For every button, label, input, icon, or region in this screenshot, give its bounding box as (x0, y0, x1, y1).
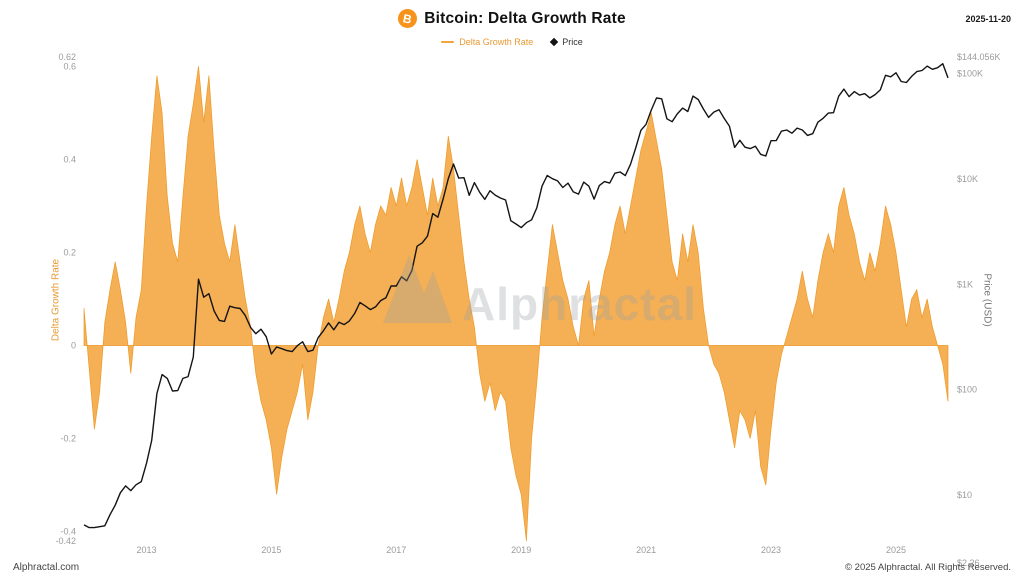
y-left-tick: -0.42 (55, 536, 76, 546)
legend-item-price[interactable]: Price (550, 37, 583, 47)
footer-copyright: © 2025 Alphractal. All Rights Reserved. (845, 562, 1011, 573)
y-left-tick: -0.4 (60, 527, 76, 537)
price-line-series[interactable] (83, 63, 949, 529)
watermark-text: Alphractal (462, 278, 697, 330)
y-left-tick: 0 (71, 341, 76, 351)
y-right-axis-title: Price (USD) (981, 273, 993, 327)
watermark: Alphractal (383, 255, 697, 330)
y-left-tick: -0.2 (60, 434, 76, 444)
x-axis-tick: 2017 (386, 545, 406, 555)
chart-header: B Bitcoin: Delta Growth Rate (0, 9, 1024, 28)
date-label: 2025-11-20 (965, 14, 1011, 24)
footer-site-link[interactable]: Alphractal.com (13, 562, 80, 573)
page-title: Bitcoin: Delta Growth Rate (424, 9, 626, 27)
x-axis-tick: 2023 (761, 545, 781, 555)
y-right-tick: $10K (957, 174, 978, 184)
delta-legend-marker-icon (441, 40, 455, 44)
x-axis-tick: 2021 (636, 545, 656, 555)
x-axis-tick: 2019 (511, 545, 531, 555)
y-right-tick: $2.26 (957, 558, 980, 568)
y-left-tick: 0.2 (63, 248, 76, 258)
legend: Delta Growth Rate Price (0, 37, 1024, 47)
y-left-tick: 0.62 (58, 52, 76, 62)
legend-price-label: Price (562, 37, 583, 47)
y-right-tick: $10 (957, 490, 972, 500)
x-axis-tick: 2013 (136, 545, 156, 555)
watermark-logo-icon (383, 255, 452, 323)
y-left-tick: 0.4 (63, 154, 76, 164)
delta-area-series[interactable] (83, 66, 949, 542)
y-left-tick: 0.6 (63, 61, 76, 71)
y-left-axis-title: Delta Growth Rate (50, 258, 62, 342)
x-axis-tick: 2015 (261, 545, 281, 555)
legend-delta-label: Delta Growth Rate (459, 37, 534, 47)
y-right-tick: $100K (957, 69, 983, 79)
y-right-tick: $144.056K (957, 52, 1001, 62)
y-right-tick: $100 (957, 385, 977, 395)
legend-item-delta-growth-rate[interactable]: Delta Growth Rate (441, 37, 533, 47)
y-right-tick: $1K (957, 279, 973, 289)
bitcoin-icon: B (398, 9, 418, 28)
x-axis-tick: 2025 (886, 545, 906, 555)
